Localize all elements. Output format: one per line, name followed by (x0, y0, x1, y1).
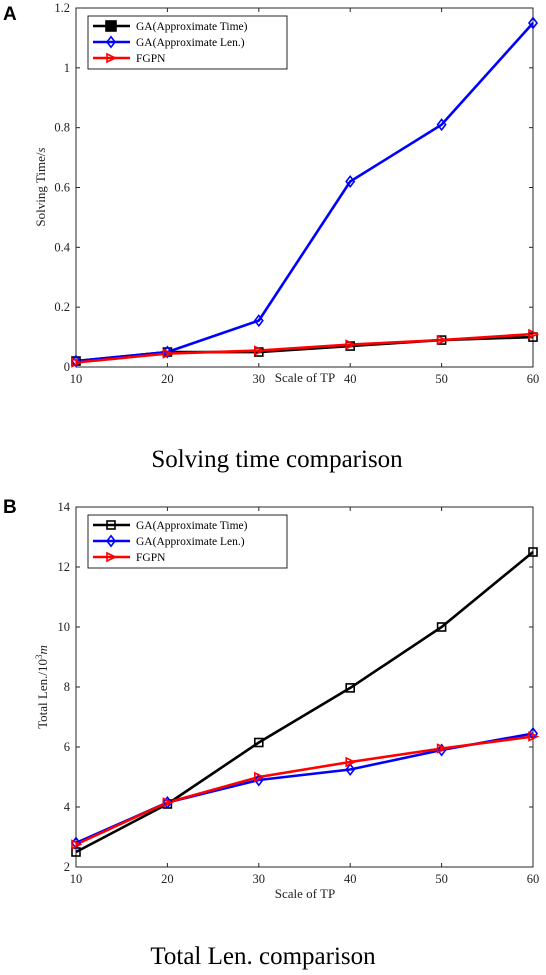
series-line-b-1 (75, 732, 534, 845)
series-group-b (70, 547, 540, 857)
y-tick-label-b-5: 12 (58, 560, 71, 574)
axes-a: 10 20 30 40 50 60 0 0.2 0.4 0.6 0.8 1 1.2 (54, 1, 539, 386)
legend-marker-b-0 (106, 520, 116, 530)
legend-label-a-0: GA(Approximate Time) (136, 21, 248, 33)
data-point-b-1-1 (162, 795, 173, 810)
caption-a: Solving time comparison (151, 446, 403, 473)
y-tick-label-a-4: 0.8 (54, 121, 70, 135)
legend-marker-b-2 (106, 551, 118, 563)
x-axis-label-a: Scale of TP (275, 370, 335, 385)
legend-a: GA(Approximate Time) GA(Approximate Len.)… (87, 15, 288, 70)
data-point-b-2-5 (528, 731, 540, 742)
y-tick-label-a-3: 0.6 (54, 181, 70, 195)
legend-marker-a-2 (106, 52, 118, 64)
data-point-a-2-1 (162, 348, 174, 359)
data-point-b-2-2 (254, 771, 266, 783)
y-tick-label-a-5: 1 (64, 61, 70, 75)
data-point-b-0-3 (345, 683, 356, 693)
legend-marker-a-0 (105, 20, 117, 32)
x-tick-label-a-4: 50 (435, 372, 448, 386)
data-point-b-2-1 (162, 797, 174, 808)
y-tick-label-b-1: 4 (64, 800, 71, 814)
x-tick-label-b-4: 50 (435, 872, 448, 886)
data-point-a-1-2 (253, 314, 264, 328)
y-tick-label-a-6: 1.2 (54, 1, 70, 15)
chart-total-length: B 10 20 30 40 50 60 2 4 6 8 10 12 14 Scale of TP Tot… (3, 497, 540, 970)
data-point-a-2-5 (528, 328, 540, 340)
data-point-a-2-2 (254, 345, 266, 356)
y-tick-label-a-2: 0.4 (54, 240, 70, 254)
x-tick-label-a-5: 60 (527, 372, 540, 386)
x-tick-label-a-3: 40 (344, 372, 357, 386)
series-line-a-2 (75, 332, 534, 364)
x-tick-label-a-0: 10 (70, 372, 83, 386)
series-line-a-1 (75, 22, 534, 363)
series-line-b-0 (75, 550, 534, 854)
data-point-b-2-0 (71, 839, 83, 850)
x-tick-label-b-1: 20 (161, 872, 174, 886)
data-point-a-2-3 (345, 339, 357, 350)
x-tick-label-b-2: 30 (253, 872, 266, 886)
legend-label-a-2: FGPN (136, 53, 166, 65)
y-tick-label-a-1: 0.2 (54, 300, 70, 314)
data-point-a-2-0 (71, 357, 83, 368)
data-point-b-0-2 (254, 737, 264, 748)
legend-label-b-0: GA(Approximate Time) (136, 520, 248, 532)
y-tick-label-b-4: 10 (58, 620, 71, 634)
panel-label-a: A (3, 4, 17, 25)
series-line-b-2 (75, 735, 534, 846)
legend-marker-b-1 (105, 534, 117, 548)
y-tick-label-b-0: 2 (64, 860, 70, 874)
data-point-b-0-4 (436, 622, 447, 632)
series-line-a-0 (75, 335, 534, 363)
data-point-b-0-5 (528, 547, 538, 557)
chart-solving-time: A 10 20 30 40 50 60 0 0.2 0.4 0.6 0.8 1 1.2 Scale of… (3, 1, 540, 473)
x-tick-label-b-0: 10 (70, 872, 83, 886)
data-point-a-1-3 (345, 175, 356, 189)
y-tick-label-b-2: 6 (64, 740, 70, 754)
data-point-a-1-4 (436, 118, 447, 132)
x-tick-label-b-3: 40 (344, 872, 357, 886)
y-tick-label-b-6: 14 (58, 500, 71, 514)
x-tick-label-b-5: 60 (527, 872, 540, 886)
panel-label-b: B (3, 497, 17, 518)
x-tick-label-a-1: 20 (161, 372, 174, 386)
x-tick-label-a-2: 30 (253, 372, 266, 386)
legend-marker-a-1 (105, 35, 117, 49)
series-group-a (70, 16, 540, 368)
data-point-a-2-4 (436, 334, 448, 346)
y-axis-label-b: Total Len./103m (34, 645, 50, 729)
legend-label-a-1: GA(Approximate Len.) (136, 37, 245, 49)
y-axis-label-a: Solving Time/s (33, 147, 48, 226)
data-point-a-1-5 (527, 16, 539, 30)
y-tick-label-b-3: 8 (64, 680, 70, 694)
legend-label-b-2: FGPN (136, 552, 166, 564)
data-point-b-2-4 (436, 743, 448, 754)
data-point-b-2-3 (345, 756, 357, 768)
axes-b: 10 20 30 40 50 60 2 4 6 8 10 12 14 (58, 500, 540, 886)
legend-label-b-1: GA(Approximate Len.) (136, 536, 245, 548)
x-axis-label-b: Scale of TP (275, 886, 335, 901)
legend-b: GA(Approximate Time) GA(Approximate Len.)… (87, 514, 288, 569)
caption-b: Total Len. comparison (150, 943, 376, 970)
y-tick-label-a-0: 0 (64, 360, 70, 374)
data-point-b-1-3 (345, 762, 356, 777)
